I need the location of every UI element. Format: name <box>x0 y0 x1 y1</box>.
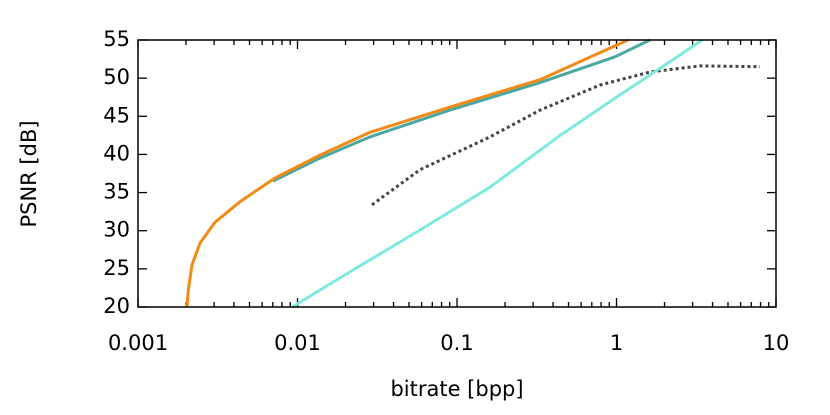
y-tick-label: 45 <box>103 103 130 127</box>
series-line <box>272 38 651 183</box>
x-axis-label: bitrate [bpp] <box>390 377 523 401</box>
y-tick-label: 25 <box>103 256 130 280</box>
y-tick-label: 20 <box>103 294 130 318</box>
y-tick-label: 55 <box>103 27 130 51</box>
x-tick-label: 0.1 <box>440 331 473 355</box>
plot-frame <box>137 39 777 308</box>
x-tick-label: 1 <box>610 331 623 355</box>
y-tick-label: 50 <box>103 65 130 89</box>
y-tick-label: 35 <box>103 180 130 204</box>
series-line <box>371 64 761 207</box>
series-line <box>291 38 703 309</box>
series-line <box>185 38 629 308</box>
x-tick-label: 10 <box>763 331 790 355</box>
y-tick-label: 30 <box>103 218 130 242</box>
x-tick-label: 0.01 <box>274 331 321 355</box>
y-tick-label: 40 <box>103 141 130 165</box>
y-axis-label: PSNR [dB] <box>17 120 41 227</box>
x-tick-label: 0.001 <box>108 331 168 355</box>
